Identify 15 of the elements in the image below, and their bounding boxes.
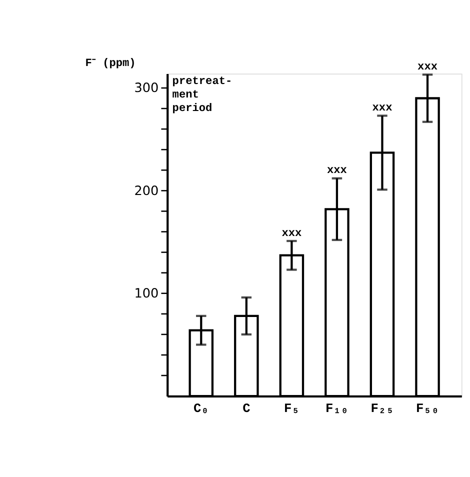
y-axis-title: F⁻ (ppm) [85, 56, 136, 70]
annotation: xxx [372, 102, 393, 115]
y-tick-label: 200 [134, 184, 159, 199]
annotation: pretreat-ment period [172, 76, 232, 116]
y-tick-label: 100 [134, 286, 159, 302]
x-tick-label: C₀ [193, 400, 209, 416]
annotation: xxx [282, 228, 302, 240]
y-tick-label: 300 [134, 81, 159, 96]
x-tick-label: F₂₅ [370, 400, 394, 416]
annotation: xxx [418, 62, 438, 74]
x-tick-label: F₁₀ [325, 400, 348, 416]
annotation: xxx [326, 165, 348, 178]
x-tick-label: F₅ [284, 400, 300, 416]
x-tick-label: C [242, 400, 251, 416]
x-tick-label: F₅₀ [416, 400, 440, 416]
